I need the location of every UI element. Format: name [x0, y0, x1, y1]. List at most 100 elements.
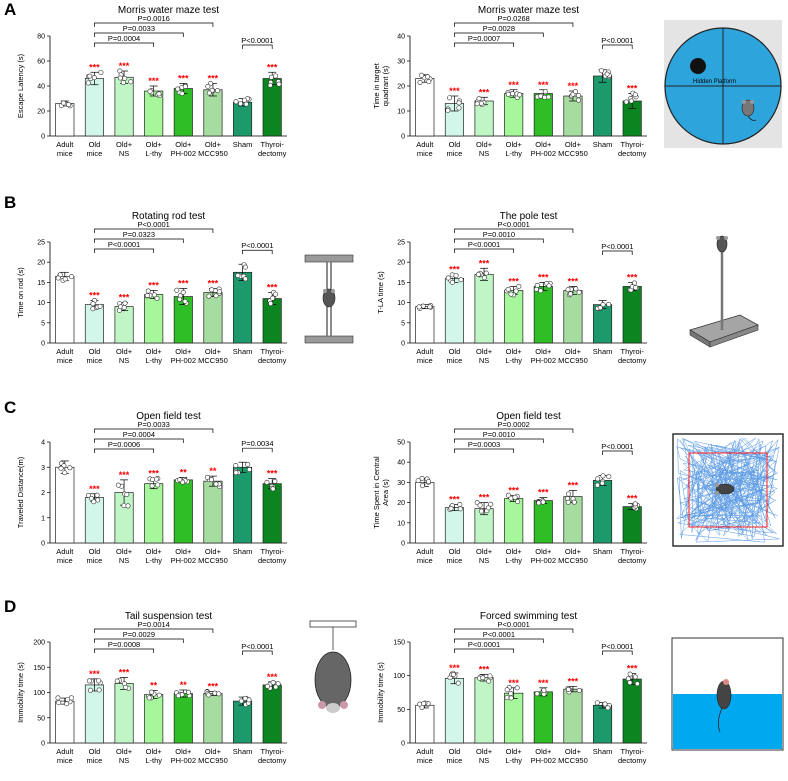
comparison-p-value: P<0.0001 — [468, 640, 500, 649]
significance-stars: *** — [627, 664, 638, 674]
x-category-label: Adult — [56, 347, 74, 356]
bar — [474, 100, 494, 137]
suspension-bar — [309, 620, 357, 628]
y-tick-label: 0 — [401, 541, 405, 548]
data-point — [235, 272, 241, 278]
data-point — [576, 93, 582, 99]
comparison-p-value: P=0.0007 — [468, 34, 500, 43]
data-point — [602, 701, 608, 707]
pole-test-illustration — [689, 235, 759, 348]
chart-3: Rotating rod test 0 5 10 15 20 25 Time on rod (… — [16, 211, 287, 365]
comparison-bracket — [454, 228, 574, 233]
bar — [533, 286, 553, 344]
y-tick-label: 10 — [397, 520, 405, 527]
x-category-label: Old+ — [506, 747, 523, 756]
y-axis-label-line: T-LA time (s) — [376, 271, 385, 314]
significance-stars: *** — [568, 676, 579, 686]
bar — [533, 691, 553, 744]
x-category-label: Old+ — [205, 547, 222, 556]
y-tick-label: 10 — [397, 300, 405, 307]
chart-1: Morris water maze test 0 20 40 60 80 Escape La… — [16, 5, 287, 158]
data-point — [565, 287, 571, 293]
x-category-label-line2: PH-002 — [171, 149, 196, 158]
bar — [262, 684, 282, 744]
x-category-label: Old — [89, 747, 101, 756]
data-point — [149, 483, 155, 489]
bar — [415, 78, 435, 137]
chart-7: Tail suspension test 0 50 100 150 200 Immobili… — [16, 611, 287, 765]
comparison-p-value: P=0.0033 — [138, 420, 170, 429]
significance-stars: ** — [150, 680, 158, 690]
data-point — [175, 693, 181, 699]
data-point — [270, 295, 276, 301]
data-point — [206, 293, 212, 299]
significance-stars: *** — [89, 669, 100, 679]
x-category-label-line2: MCC950 — [198, 756, 228, 765]
data-point — [513, 288, 519, 294]
y-axis-label: Immobility time (s) — [376, 662, 385, 723]
x-category-label: Old+ — [565, 347, 582, 356]
bar — [233, 101, 253, 137]
data-point — [600, 473, 606, 479]
x-category-label-line2: NS — [119, 356, 129, 365]
data-point — [541, 687, 547, 693]
data-point — [246, 697, 252, 703]
comparison-p-value: P<0.0001 — [108, 240, 140, 249]
data-point — [216, 289, 222, 295]
data-point — [478, 100, 484, 106]
y-tick-label: 5 — [41, 320, 45, 327]
significance-stars: *** — [627, 494, 638, 504]
x-category-label: Old+ — [175, 347, 192, 356]
x-category-label: Sham — [233, 547, 253, 556]
bar — [114, 306, 134, 344]
comparison-p-value: P=0.0014 — [138, 620, 170, 629]
y-axis-label-line: quadrant (s) — [381, 65, 390, 106]
data-point — [508, 291, 514, 297]
data-point — [204, 474, 210, 480]
data-point — [86, 678, 92, 684]
significance-stars: *** — [449, 663, 460, 673]
y-tick-label: 25 — [397, 240, 405, 247]
y-tick-label: 20 — [397, 260, 405, 267]
x-category-label-line2: mice — [57, 356, 73, 365]
x-category-label: Sham — [593, 140, 613, 149]
x-category-label: Old+ — [535, 347, 552, 356]
data-point — [123, 684, 129, 690]
data-point — [273, 684, 279, 690]
comparison-p-value: P=0.0002 — [498, 420, 530, 429]
data-point — [533, 286, 539, 292]
data-point — [264, 479, 270, 485]
chart-5: Open field test 0 1 2 3 4 Traveled Distance(m)… — [16, 411, 287, 565]
significance-stars: *** — [627, 84, 638, 94]
rod-bottom-bar — [304, 335, 354, 344]
significance-stars: *** — [208, 74, 219, 84]
data-point — [175, 86, 181, 92]
data-point — [87, 687, 93, 693]
data-point — [576, 289, 582, 295]
hidden-platform-label: Hidden Platform — [693, 79, 736, 85]
bar — [203, 480, 223, 544]
data-point — [272, 478, 278, 484]
comparison-bracket — [454, 22, 574, 27]
comparison-bracket — [454, 42, 515, 47]
x-category-label-line2: mice — [57, 556, 73, 565]
data-point — [486, 678, 492, 684]
data-point — [246, 467, 252, 473]
y-tick-label: 0 — [41, 341, 45, 348]
x-category-label-line2: NS — [479, 756, 489, 765]
data-point — [128, 79, 134, 85]
x-category-label-line2: mice — [417, 149, 433, 158]
x-category-label: Old+ — [116, 547, 133, 556]
comparison-bracket — [602, 450, 633, 455]
data-point — [156, 91, 162, 97]
comparison-p-value: P=0.0034 — [241, 439, 273, 448]
data-point — [599, 480, 605, 486]
data-point — [450, 672, 456, 678]
significance-stars: *** — [538, 272, 549, 282]
x-category-label-line2: L-thy — [145, 556, 162, 565]
data-point — [598, 68, 604, 74]
data-point — [242, 264, 248, 270]
x-category-label-line2: mice — [417, 556, 433, 565]
x-category-label: Old+ — [146, 347, 163, 356]
y-tick-label: 0 — [41, 541, 45, 548]
